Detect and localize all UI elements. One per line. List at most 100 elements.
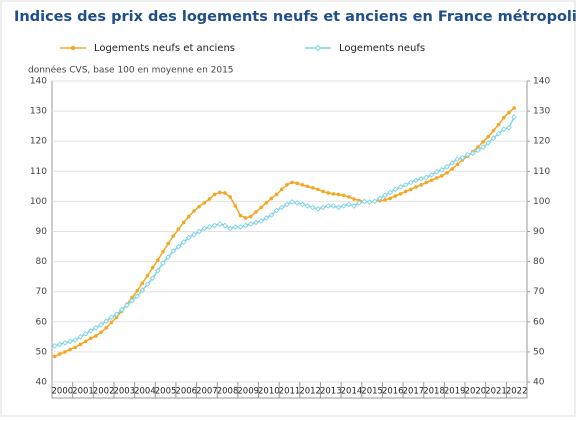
x-tick-label: 2007 — [196, 387, 218, 397]
point — [181, 220, 186, 225]
point — [180, 239, 187, 245]
point — [392, 186, 399, 193]
chart-title: Indices des prix des logements neufs et … — [14, 9, 576, 25]
point — [397, 184, 404, 190]
y-tick-label: 100 — [30, 197, 47, 207]
x-tick-label: 2002 — [93, 387, 115, 397]
point — [197, 204, 201, 209]
point — [480, 144, 486, 151]
x-tick-label: 2001 — [72, 387, 94, 397]
point — [475, 147, 481, 154]
point — [258, 218, 264, 224]
point — [56, 341, 63, 348]
point — [295, 181, 300, 186]
x-tick-label: 2008 — [217, 387, 239, 397]
point — [196, 228, 202, 235]
point — [171, 234, 176, 238]
point — [305, 184, 310, 189]
legend-label: Logements neufs et anciens — [94, 43, 235, 54]
point — [211, 222, 218, 229]
x-tick-label: 2011 — [279, 387, 301, 397]
point — [139, 287, 146, 294]
point — [316, 187, 320, 192]
point — [320, 204, 326, 211]
point — [284, 201, 290, 208]
point — [450, 167, 454, 171]
x-tick-label: 2015 — [361, 387, 383, 397]
point — [88, 336, 93, 341]
point — [264, 201, 269, 205]
point — [476, 145, 480, 150]
point — [268, 212, 275, 218]
point — [233, 204, 238, 208]
point — [418, 175, 424, 182]
point — [346, 201, 352, 208]
x-tick-label: 2006 — [175, 387, 197, 397]
point — [160, 260, 166, 266]
point — [438, 166, 445, 173]
point — [161, 249, 165, 254]
point — [424, 180, 429, 185]
point — [155, 267, 161, 274]
y-tick-label: 70 — [36, 287, 48, 297]
x-tick-label: 2021 — [485, 387, 507, 397]
point — [124, 302, 130, 309]
point — [78, 342, 83, 347]
point — [304, 203, 311, 209]
y2-tick-label: 70 — [533, 287, 545, 297]
y2-tick-label: 120 — [533, 137, 550, 147]
point — [273, 207, 280, 214]
x-tick-label: 2022 — [506, 387, 528, 397]
point — [185, 234, 192, 241]
point — [371, 198, 378, 205]
point — [114, 315, 119, 320]
point — [51, 343, 58, 349]
point — [285, 183, 289, 187]
point — [259, 205, 263, 210]
point — [433, 169, 440, 175]
point — [247, 221, 254, 227]
point — [134, 293, 141, 300]
point — [278, 204, 285, 211]
point — [496, 122, 501, 127]
point — [341, 193, 346, 198]
x-tick-label: 2010 — [258, 387, 280, 397]
point — [512, 106, 516, 110]
point — [340, 203, 347, 209]
point — [72, 337, 79, 343]
point — [506, 124, 512, 131]
point — [356, 200, 363, 206]
point — [321, 189, 325, 194]
point — [449, 160, 455, 166]
point — [63, 350, 67, 354]
point — [94, 334, 98, 338]
point — [500, 126, 507, 132]
point — [336, 192, 341, 197]
point — [464, 151, 471, 158]
point — [52, 354, 57, 359]
point — [279, 187, 284, 192]
point — [98, 321, 104, 328]
point — [109, 320, 114, 325]
point — [300, 183, 305, 187]
y-tick-label: 130 — [30, 107, 47, 117]
point — [192, 209, 196, 213]
point — [331, 192, 336, 196]
point — [501, 115, 506, 120]
point — [67, 338, 73, 345]
y2-tick-label: 110 — [533, 167, 550, 177]
point — [129, 297, 135, 304]
point — [413, 177, 419, 184]
x-tick-label: 2014 — [341, 387, 363, 397]
point — [309, 204, 316, 211]
x-tick-label: 2020 — [465, 387, 487, 397]
point — [290, 180, 294, 185]
point — [207, 197, 212, 201]
x-tick-label: 2009 — [237, 387, 259, 397]
point — [222, 222, 228, 229]
point — [118, 306, 125, 313]
point — [103, 318, 110, 325]
point — [93, 324, 99, 331]
